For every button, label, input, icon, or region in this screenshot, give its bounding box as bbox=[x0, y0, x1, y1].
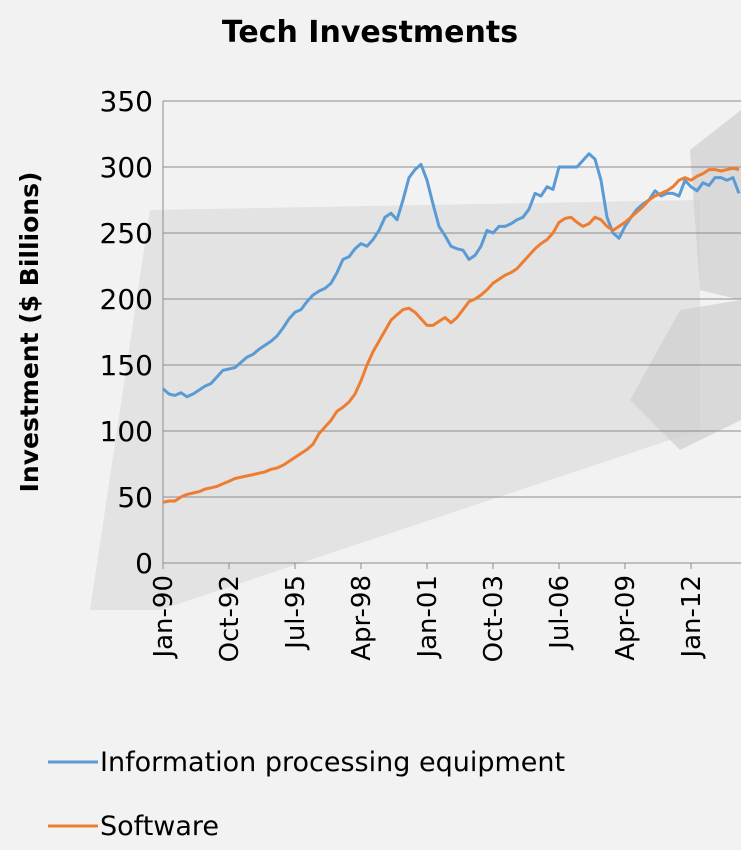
x-tick-label: Apr-09 bbox=[611, 575, 641, 661]
x-tick-label: Jan-01 bbox=[413, 575, 443, 660]
legend-label: Software bbox=[100, 811, 219, 842]
y-axis-title: Investment ($ Billions) bbox=[15, 172, 44, 493]
y-tick-label: 250 bbox=[100, 217, 153, 250]
y-tick-label: 0 bbox=[135, 547, 153, 580]
data-line bbox=[162, 152, 741, 399]
y-tick-label: 300 bbox=[100, 151, 153, 184]
watermark-shape bbox=[90, 200, 700, 610]
x-tick-label: Apr-98 bbox=[347, 575, 377, 661]
chart-title: Tech Investments bbox=[222, 15, 518, 50]
y-tick-label: 100 bbox=[100, 415, 153, 448]
x-tick-label: Oct-92 bbox=[215, 575, 245, 662]
x-tick-label: Oct-03 bbox=[479, 575, 509, 662]
x-tick-label: Jan-90 bbox=[149, 575, 179, 660]
legend-label: Information processing equipment bbox=[100, 747, 565, 778]
x-tick-label: Jan-12 bbox=[677, 575, 707, 660]
y-tick-label: 150 bbox=[100, 349, 153, 382]
y-tick-label: 350 bbox=[100, 85, 153, 118]
data-line bbox=[162, 166, 740, 504]
y-tick-label: 200 bbox=[100, 283, 153, 316]
y-tick-label: 50 bbox=[117, 481, 153, 514]
x-tick-label: Jul-06 bbox=[545, 575, 575, 651]
watermark-shape bbox=[630, 300, 741, 450]
x-tick-label: Jul-95 bbox=[281, 575, 311, 651]
watermark-shape bbox=[690, 110, 741, 300]
